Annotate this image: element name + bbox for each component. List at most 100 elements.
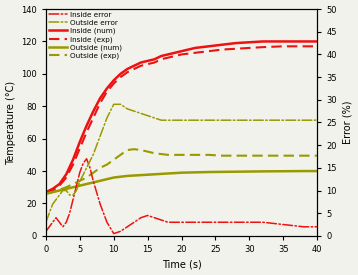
Outside (exp) (84, 176, 89, 179)
Outside (exp) (57, 188, 62, 191)
Outside error (173, 119, 177, 122)
Outside error (281, 119, 285, 122)
Outside error (47, 211, 52, 215)
Inside (num) (207, 45, 211, 48)
Inside (exp) (152, 61, 156, 64)
Inside (exp) (220, 48, 224, 51)
Inside (exp) (207, 50, 211, 53)
Inside error (152, 216, 156, 219)
Outside (num) (139, 174, 143, 177)
Inside error (261, 221, 265, 224)
Inside (exp) (125, 71, 130, 74)
Inside (exp) (105, 90, 109, 93)
Inside error (68, 211, 72, 215)
Outside error (159, 119, 163, 122)
Outside (num) (301, 169, 306, 173)
Inside (num) (105, 87, 109, 90)
Inside (num) (261, 40, 265, 43)
Outside (num) (315, 169, 319, 173)
Inside (exp) (234, 47, 238, 50)
Inside (num) (78, 140, 82, 144)
Line: Outside (exp): Outside (exp) (46, 149, 317, 194)
Outside (exp) (91, 171, 96, 174)
Outside error (91, 153, 96, 156)
Inside error (112, 232, 116, 235)
Outside (exp) (139, 148, 143, 152)
Outside (num) (125, 174, 130, 178)
Outside (num) (220, 170, 224, 174)
Inside error (247, 221, 252, 224)
Outside error (261, 119, 265, 122)
Inside (num) (193, 46, 197, 50)
Outside (exp) (179, 153, 184, 156)
Outside error (125, 107, 130, 111)
Outside (num) (50, 191, 55, 194)
Outside error (118, 103, 123, 106)
Outside (num) (64, 187, 68, 191)
Outside error (166, 119, 170, 122)
Outside (exp) (78, 179, 82, 182)
Outside (exp) (105, 163, 109, 166)
Inside (num) (173, 51, 177, 54)
Inside (num) (64, 173, 68, 176)
Inside (num) (98, 97, 102, 100)
Inside (exp) (132, 67, 136, 71)
Outside (num) (193, 171, 197, 174)
Inside error (234, 221, 238, 224)
Inside (exp) (98, 101, 102, 105)
Outside (exp) (132, 148, 136, 151)
Outside error (44, 221, 48, 224)
Inside error (88, 166, 92, 169)
Inside error (71, 198, 75, 201)
Line: Inside (num): Inside (num) (46, 42, 317, 192)
Inside (num) (179, 50, 184, 53)
Outside error (98, 134, 102, 138)
Outside (num) (247, 170, 252, 173)
Outside (num) (207, 170, 211, 174)
Inside error (98, 202, 102, 206)
Inside (exp) (84, 131, 89, 134)
Outside error (193, 119, 197, 122)
Inside error (47, 225, 52, 229)
Inside (num) (44, 191, 48, 194)
Outside (num) (57, 189, 62, 192)
Outside (num) (84, 182, 89, 186)
Inside (exp) (166, 56, 170, 59)
Outside (exp) (118, 153, 123, 156)
Outside error (234, 119, 238, 122)
Inside (num) (166, 53, 170, 56)
Outside error (74, 189, 78, 192)
Inside (exp) (71, 163, 75, 166)
Inside (num) (132, 64, 136, 67)
Outside error (152, 116, 156, 120)
Inside error (179, 221, 184, 224)
Inside error (315, 225, 319, 229)
Inside error (301, 225, 306, 229)
Legend: Inside error, Outside error, Inside (num), Inside (exp), Outside (num), Outside : Inside error, Outside error, Inside (num… (48, 11, 122, 60)
Inside error (78, 171, 82, 174)
Inside error (84, 157, 89, 160)
Outside (num) (78, 184, 82, 187)
Outside error (301, 119, 306, 122)
Inside (exp) (247, 46, 252, 50)
Inside error (54, 216, 58, 219)
Outside (exp) (234, 154, 238, 157)
Outside (exp) (281, 154, 285, 157)
Inside error (193, 221, 197, 224)
Inside (exp) (159, 58, 163, 61)
Inside (num) (118, 72, 123, 76)
Inside error (44, 230, 48, 233)
Outside error (132, 109, 136, 113)
Inside (exp) (261, 45, 265, 49)
Y-axis label: Error (%): Error (%) (343, 101, 352, 144)
Outside (num) (112, 176, 116, 179)
X-axis label: Time (s): Time (s) (162, 259, 202, 270)
Inside (num) (112, 79, 116, 82)
Outside (exp) (193, 153, 197, 156)
Inside (exp) (179, 53, 184, 56)
Inside error (220, 221, 224, 224)
Outside error (68, 193, 72, 197)
Outside (exp) (112, 158, 116, 161)
Outside error (54, 198, 58, 201)
Inside error (145, 214, 150, 217)
